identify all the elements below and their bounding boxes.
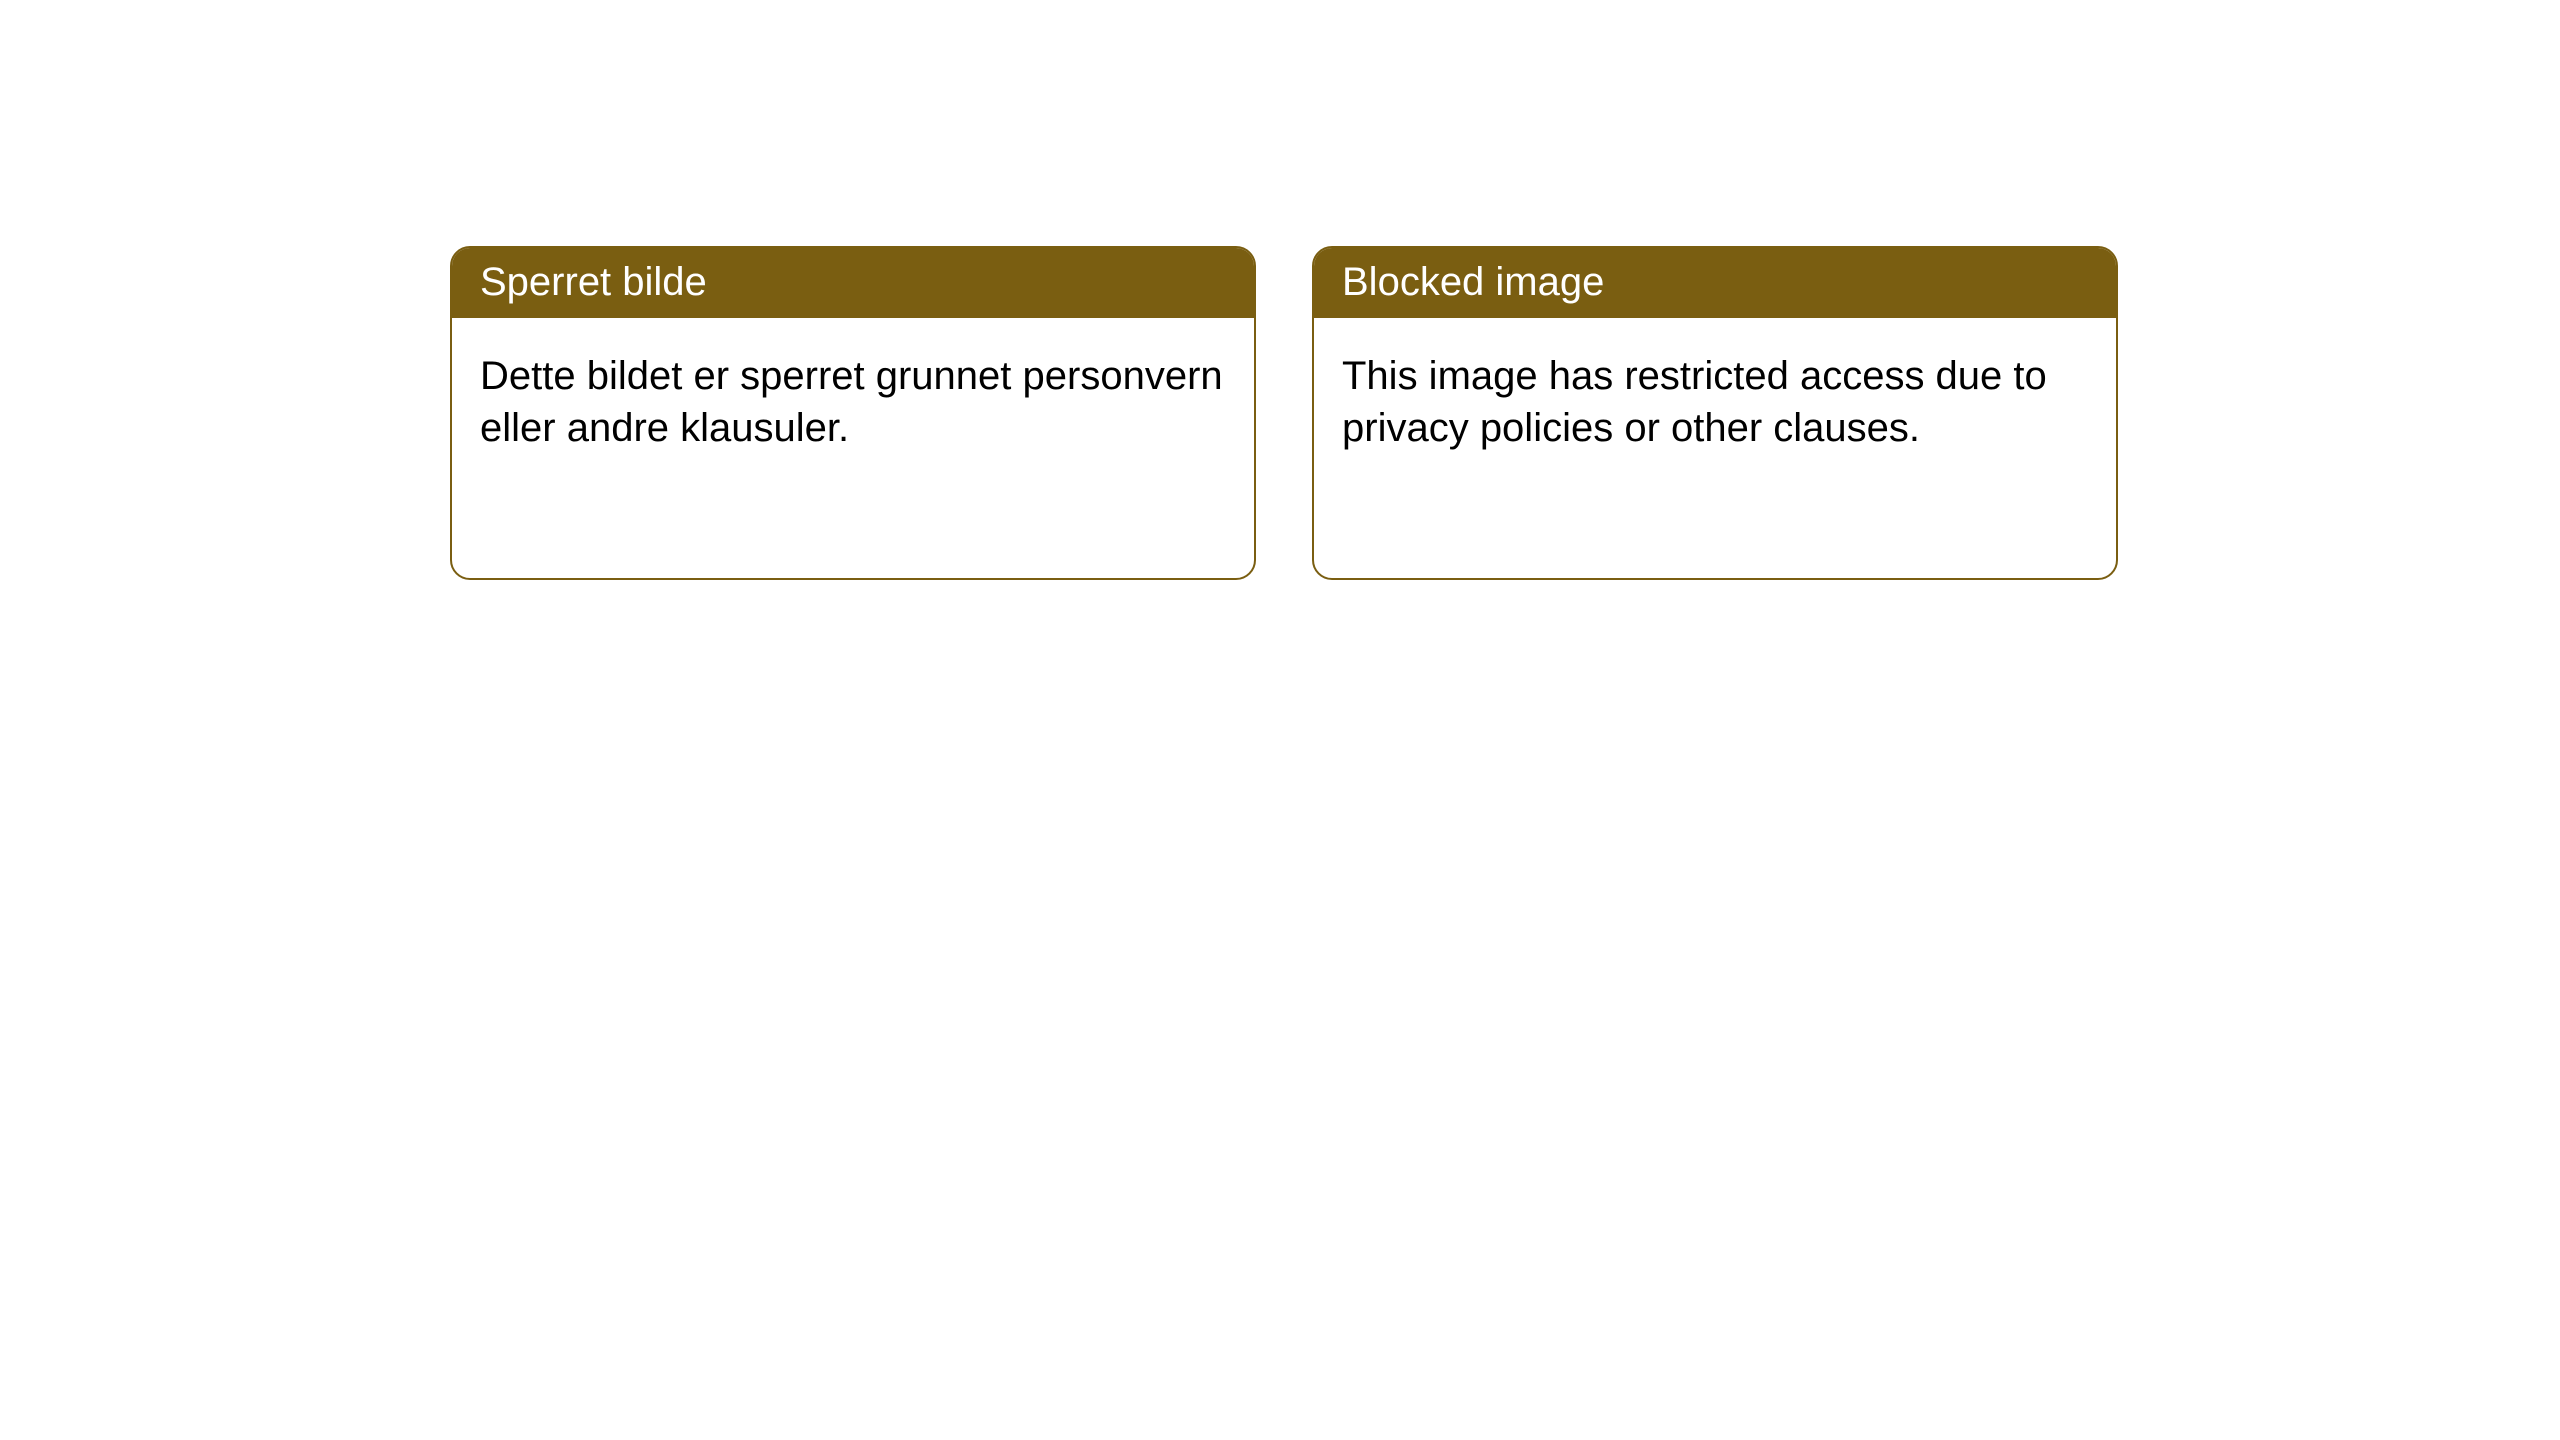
notice-card-title: Sperret bilde: [452, 248, 1254, 318]
notice-card-title: Blocked image: [1314, 248, 2116, 318]
notice-card-body: Dette bildet er sperret grunnet personve…: [452, 318, 1254, 486]
notice-card-norwegian: Sperret bilde Dette bildet er sperret gr…: [450, 246, 1256, 580]
notice-card-english: Blocked image This image has restricted …: [1312, 246, 2118, 580]
notice-card-body: This image has restricted access due to …: [1314, 318, 2116, 486]
notice-container: Sperret bilde Dette bildet er sperret gr…: [0, 0, 2560, 580]
